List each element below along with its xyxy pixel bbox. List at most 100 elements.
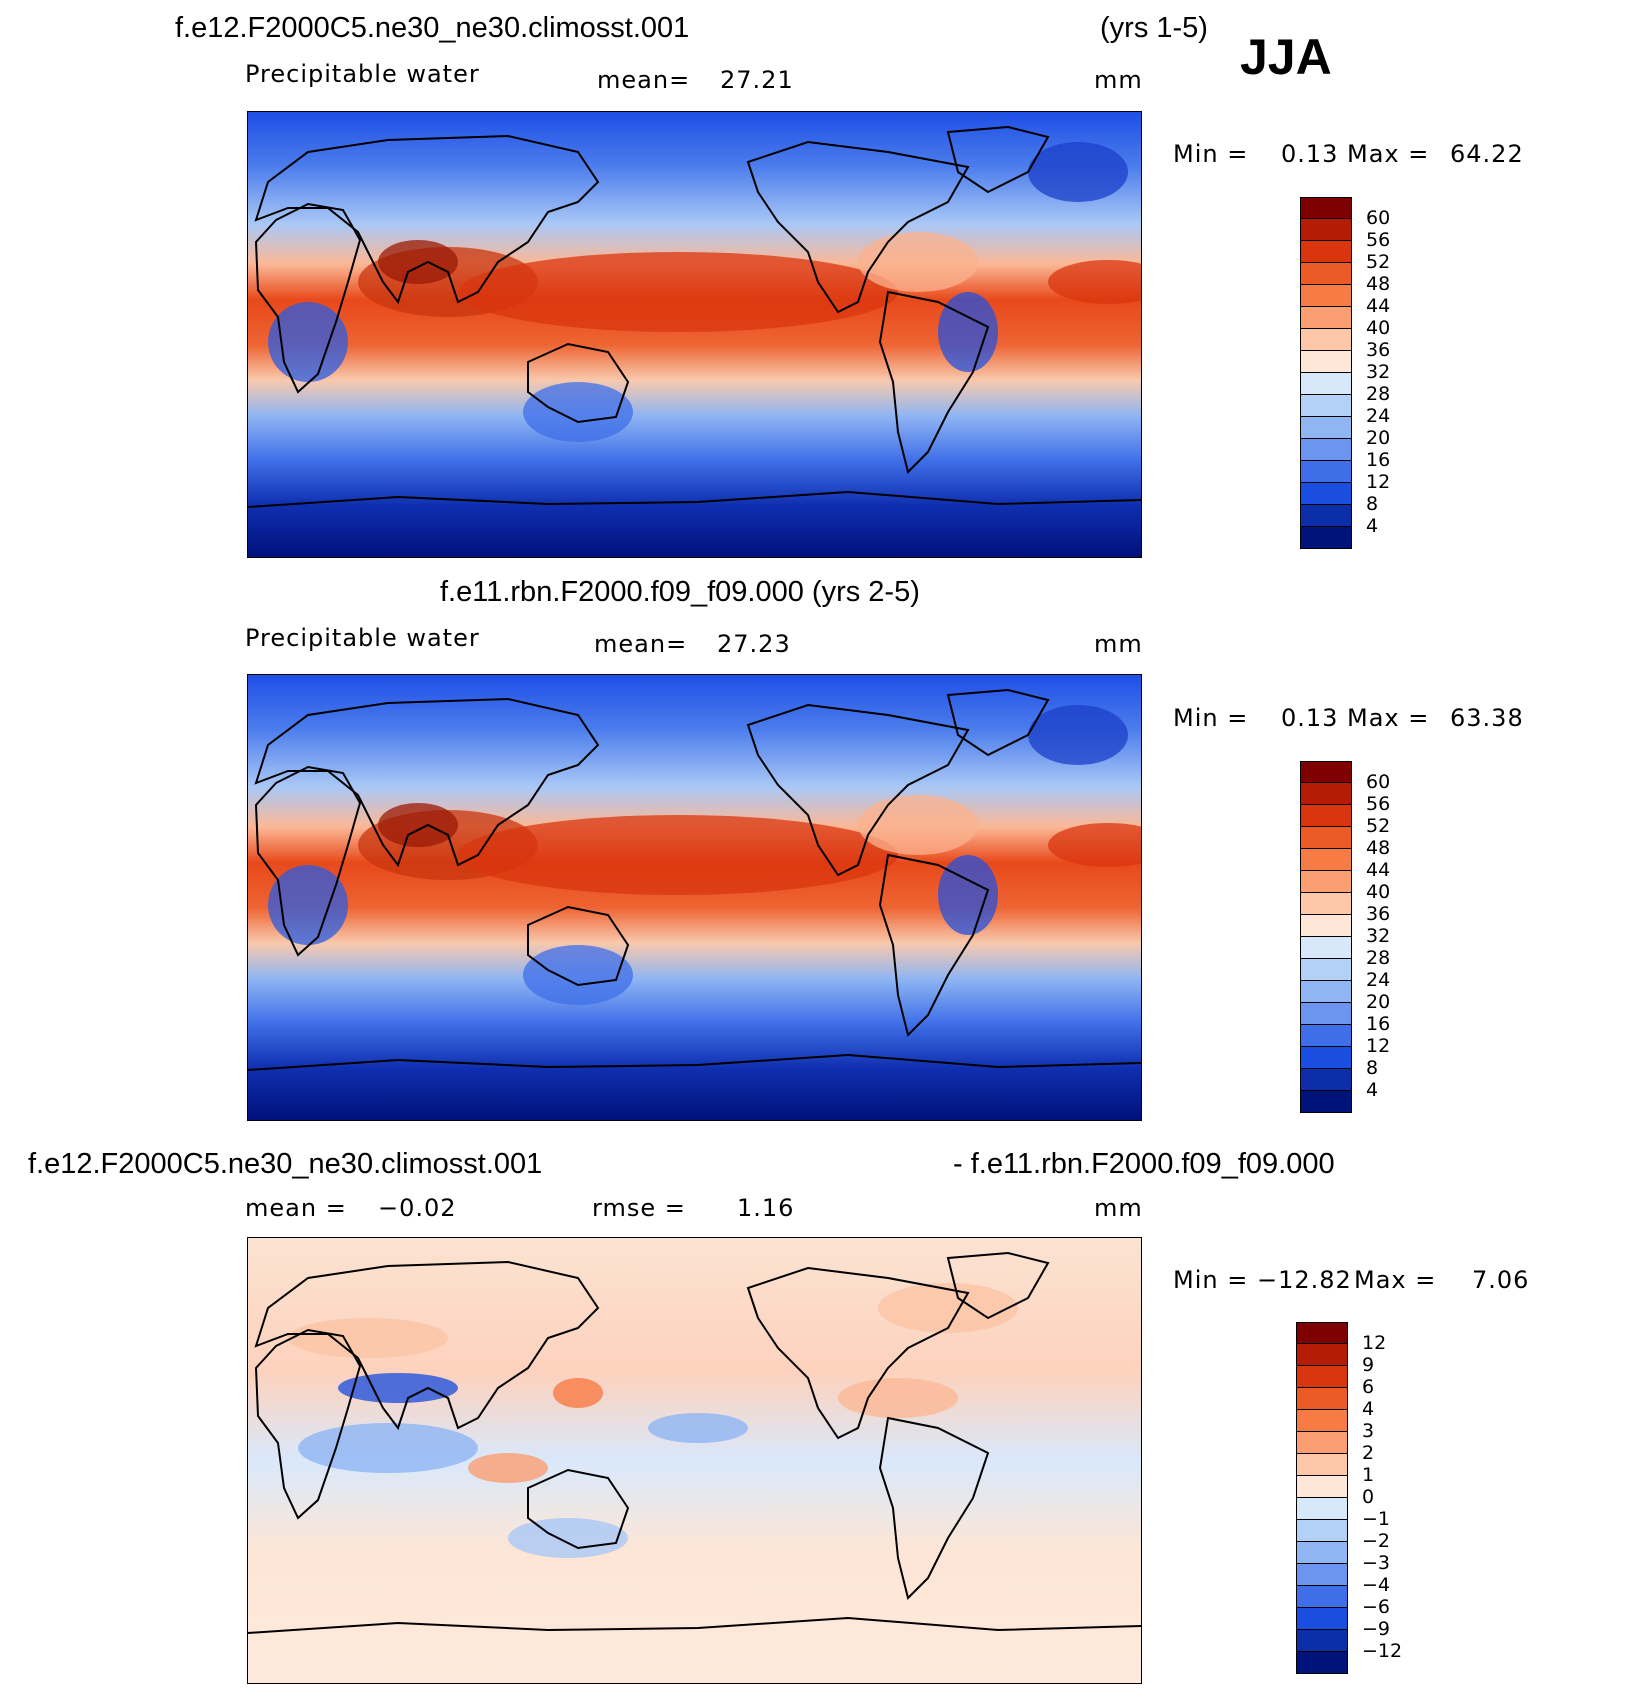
panel2-title: f.e11.rbn.F2000.f09_f09.000 (yrs 2-5) bbox=[440, 576, 920, 608]
colorbar-swatch bbox=[1296, 1366, 1348, 1388]
coastline bbox=[878, 853, 990, 1037]
colorbar-swatch bbox=[1300, 1091, 1352, 1113]
colorbar-tick-label: −2 bbox=[1362, 1530, 1391, 1552]
field-anomaly bbox=[938, 855, 998, 935]
coastline bbox=[946, 1251, 1050, 1320]
panel1-max-label: Max = bbox=[1347, 140, 1430, 168]
colorbar-tick-label: 9 bbox=[1362, 1354, 1375, 1376]
coastline bbox=[527, 905, 630, 987]
coastline bbox=[878, 290, 990, 474]
colorbar-tick-label: 32 bbox=[1366, 925, 1391, 947]
field-anomaly bbox=[508, 1518, 628, 1558]
coastline bbox=[248, 1616, 1141, 1634]
colorbar-tick-label: 16 bbox=[1366, 1013, 1391, 1035]
panel1-map bbox=[247, 111, 1142, 558]
panel1-min-label: Min = bbox=[1173, 140, 1249, 168]
colorbar-swatch bbox=[1300, 937, 1352, 959]
coastline bbox=[527, 1468, 630, 1550]
field-anomaly bbox=[1028, 142, 1128, 202]
field-background bbox=[248, 112, 1141, 557]
panel3-rmse-label: rmse = bbox=[592, 1194, 686, 1222]
colorbar-tick-label: 48 bbox=[1366, 837, 1391, 859]
colorbar-tick-label: 2 bbox=[1362, 1442, 1375, 1464]
colorbar-tick-label: 48 bbox=[1366, 273, 1391, 295]
colorbar-swatch bbox=[1300, 461, 1352, 483]
field-anomaly bbox=[938, 292, 998, 372]
panel3-mean-value: −0.02 bbox=[378, 1194, 457, 1222]
field-anomaly bbox=[523, 382, 633, 442]
colorbar-swatch bbox=[1300, 439, 1352, 461]
coastline bbox=[254, 1260, 600, 1431]
field-anomaly bbox=[878, 1283, 1018, 1333]
colorbar-tick-label: 16 bbox=[1366, 449, 1391, 471]
panel1-title-right: (yrs 1-5) bbox=[1100, 12, 1208, 44]
panel2-min-value: 0.13 bbox=[1281, 704, 1339, 732]
field-anomaly bbox=[838, 1378, 958, 1418]
colorbar-swatch bbox=[1300, 959, 1352, 981]
coastline bbox=[254, 1328, 362, 1520]
panel3-title-left: f.e12.F2000C5.ne30_ne30.climosst.001 bbox=[28, 1148, 543, 1180]
coastline bbox=[746, 1266, 970, 1440]
field-anomaly bbox=[858, 795, 978, 855]
field-anomaly bbox=[298, 1423, 478, 1473]
colorbar-tick-label: −1 bbox=[1362, 1508, 1391, 1530]
colorbar-swatch bbox=[1300, 1069, 1352, 1091]
colorbar-swatch bbox=[1296, 1344, 1348, 1366]
panel3-max-value: 7.06 bbox=[1472, 1266, 1530, 1294]
colorbar-swatch bbox=[1296, 1564, 1348, 1586]
field-anomaly bbox=[268, 302, 348, 382]
colorbar-swatch bbox=[1296, 1542, 1348, 1564]
colorbar-tick-label: 36 bbox=[1366, 339, 1391, 361]
colorbar-tick-label: 44 bbox=[1366, 859, 1391, 881]
colorbar-tick-label: −4 bbox=[1362, 1574, 1391, 1596]
colorbar-tick-label: 12 bbox=[1366, 1035, 1391, 1057]
colorbar-swatch bbox=[1296, 1388, 1348, 1410]
field-anomaly bbox=[1048, 260, 1141, 304]
colorbar-swatch bbox=[1296, 1586, 1348, 1608]
colorbar-swatch bbox=[1300, 263, 1352, 285]
colorbar-tick-label: 28 bbox=[1366, 947, 1391, 969]
panel3-min-label: Min = bbox=[1173, 1266, 1249, 1294]
field-anomaly bbox=[858, 232, 978, 292]
panel3-title-right: - f.e11.rbn.F2000.f09_f09.000 bbox=[953, 1148, 1335, 1180]
panel1-max-value: 64.22 bbox=[1450, 140, 1524, 168]
panel2-min-label: Min = bbox=[1173, 704, 1249, 732]
coastline bbox=[527, 342, 630, 424]
panel2-variable: Precipitable water bbox=[245, 624, 480, 652]
colorbar-swatch bbox=[1300, 761, 1352, 783]
field-anomaly bbox=[458, 252, 898, 332]
panel3-units: mm bbox=[1094, 1194, 1143, 1222]
colorbar-tick-label: 8 bbox=[1366, 1057, 1379, 1079]
panel3-min-value: −12.82 bbox=[1257, 1266, 1352, 1294]
colorbar-tick-label: 6 bbox=[1362, 1376, 1375, 1398]
field-map-svg bbox=[248, 112, 1141, 557]
colorbar-tick-label: −6 bbox=[1362, 1596, 1391, 1618]
field-anomaly bbox=[338, 1373, 458, 1403]
field-anomaly bbox=[1028, 705, 1128, 765]
field-anomaly bbox=[378, 803, 458, 847]
colorbar-swatch bbox=[1296, 1630, 1348, 1652]
field-anomaly bbox=[268, 865, 348, 945]
panel2-mean-label: mean= bbox=[594, 630, 688, 658]
colorbar-swatch bbox=[1300, 329, 1352, 351]
colorbar-tick-label: 0 bbox=[1362, 1486, 1375, 1508]
colorbar-tick-label: 60 bbox=[1366, 207, 1391, 229]
colorbar-swatch bbox=[1300, 783, 1352, 805]
field-anomaly bbox=[1048, 823, 1141, 867]
colorbar-swatch bbox=[1296, 1608, 1348, 1630]
colorbar-swatch bbox=[1296, 1476, 1348, 1498]
field-anomaly bbox=[468, 1453, 548, 1483]
colorbar-swatch bbox=[1300, 827, 1352, 849]
colorbar-tick-label: 20 bbox=[1366, 991, 1391, 1013]
colorbar-swatch bbox=[1300, 849, 1352, 871]
colorbar-swatch bbox=[1296, 1652, 1348, 1674]
colorbar-swatch bbox=[1296, 1410, 1348, 1432]
field-anomaly bbox=[378, 240, 458, 284]
coastline bbox=[878, 1416, 990, 1600]
coastline bbox=[746, 703, 970, 877]
field-anomaly bbox=[288, 1318, 448, 1358]
panel3-map bbox=[247, 1237, 1142, 1684]
colorbar-swatch bbox=[1296, 1520, 1348, 1542]
colorbar-swatch bbox=[1300, 1047, 1352, 1069]
colorbar-swatch bbox=[1300, 483, 1352, 505]
